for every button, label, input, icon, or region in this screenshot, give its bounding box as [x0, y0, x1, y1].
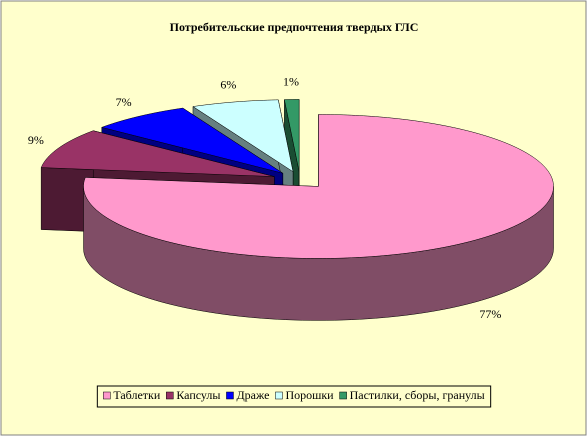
legend-label: Таблетки: [113, 388, 161, 402]
data-label: 1%: [283, 74, 299, 88]
legend-swatch: [275, 391, 283, 400]
legend-swatch: [226, 391, 234, 400]
data-label: 9%: [28, 133, 44, 147]
legend-swatch: [339, 391, 347, 400]
legend-swatch: [166, 391, 174, 400]
slice: [100, 107, 283, 174]
slice: [40, 130, 275, 177]
chart-title: Потребительские предпочтения твердых ГЛС: [170, 20, 419, 34]
legend: Таблетки Капсулы Драже Порошки Пастилки, сбо…: [96, 385, 492, 408]
slice: [284, 99, 300, 172]
legend-label: Капсулы: [176, 388, 220, 402]
legend-label: Порошки: [285, 388, 334, 402]
legend-swatch: [103, 391, 111, 400]
slice: [192, 99, 294, 173]
legend-label: Пастилки, сборы, гранулы: [350, 388, 485, 402]
data-label: 77%: [479, 307, 501, 321]
data-label: 6%: [220, 77, 236, 91]
legend-label: Драже: [236, 388, 269, 402]
data-label: 7%: [116, 95, 132, 109]
slice: [83, 114, 554, 259]
legend-box: [96, 385, 492, 408]
